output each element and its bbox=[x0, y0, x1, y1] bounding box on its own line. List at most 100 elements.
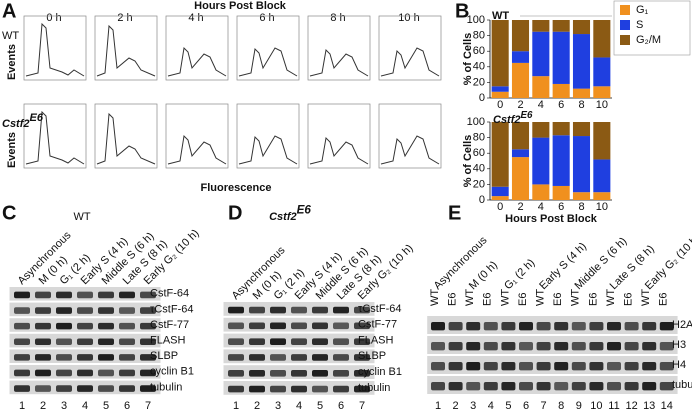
blot-band bbox=[536, 342, 551, 351]
bar-segment bbox=[552, 135, 570, 186]
blot-band bbox=[98, 307, 114, 314]
lane-number: 7 bbox=[359, 400, 365, 412]
blot-band bbox=[624, 382, 639, 391]
blot-band bbox=[119, 369, 135, 377]
protein-label: H4 bbox=[672, 359, 686, 371]
blot-band bbox=[14, 385, 30, 392]
blot-band bbox=[589, 322, 604, 331]
y-tick-label: 20 bbox=[473, 76, 485, 88]
bar-segment bbox=[593, 20, 611, 58]
blot-band bbox=[14, 291, 30, 299]
x-tick-label: 10 bbox=[596, 99, 608, 111]
blot-band bbox=[354, 306, 370, 314]
blot-band bbox=[466, 322, 481, 331]
genotype-label: E6 bbox=[447, 293, 459, 306]
time-label: 6 h bbox=[259, 12, 274, 24]
y-tick-label: 0 bbox=[479, 194, 485, 206]
histogram-frame bbox=[94, 15, 158, 81]
bar-segment bbox=[511, 122, 530, 150]
y-tick-label: 100 bbox=[467, 116, 485, 128]
blot-band bbox=[14, 369, 30, 377]
bar-segment bbox=[491, 196, 509, 200]
blot-band bbox=[554, 382, 569, 391]
bar-segment bbox=[491, 122, 509, 187]
blot-band bbox=[14, 354, 30, 361]
blot-band bbox=[98, 385, 114, 392]
blot-band bbox=[291, 385, 307, 393]
blot-band bbox=[431, 362, 445, 371]
genotype-label: WT bbox=[464, 289, 476, 306]
lane-number: 12 bbox=[625, 400, 637, 412]
lane-number: 14 bbox=[661, 400, 673, 412]
bar-segment bbox=[532, 137, 550, 185]
histogram-curve bbox=[167, 134, 227, 165]
panel-letter: A bbox=[2, 0, 16, 22]
blot-band bbox=[228, 306, 244, 314]
blot-band bbox=[35, 385, 51, 392]
protein-label: cyclin B1 bbox=[358, 366, 402, 378]
legend-label: G₁ bbox=[636, 4, 649, 16]
blot-band bbox=[354, 369, 370, 377]
lane-label: Early G₂ (10 h) bbox=[643, 232, 692, 292]
blot-band bbox=[354, 322, 370, 330]
blot-band bbox=[270, 354, 286, 361]
blot-band bbox=[501, 322, 516, 331]
blot-band bbox=[501, 342, 516, 351]
histogram-curve bbox=[380, 135, 440, 165]
protein-label: tubulin bbox=[672, 379, 692, 391]
blot-band bbox=[140, 307, 156, 314]
blot-band bbox=[312, 306, 328, 314]
blot-band bbox=[98, 322, 114, 330]
y-tick-label: 40 bbox=[473, 163, 485, 175]
y-axis-label: Events bbox=[6, 44, 18, 80]
histogram-curve bbox=[309, 136, 369, 165]
blot-band bbox=[14, 307, 30, 314]
histogram-curve bbox=[238, 135, 298, 165]
genotype-label: WT bbox=[605, 289, 617, 306]
protein-label: CstF-64 bbox=[150, 288, 189, 300]
blot-band bbox=[119, 291, 135, 299]
lane-number: 10 bbox=[590, 400, 602, 412]
protein-label: H3 bbox=[672, 339, 686, 351]
blot-band bbox=[466, 362, 481, 371]
histogram-frame bbox=[236, 103, 300, 169]
blot-band bbox=[56, 307, 72, 314]
lane-number: 5 bbox=[103, 400, 109, 412]
panel-c-title: WT bbox=[73, 211, 90, 223]
genotype-label: E6 bbox=[482, 293, 494, 306]
lane-number: 3 bbox=[470, 400, 476, 412]
y-tick-label: 80 bbox=[473, 30, 485, 42]
lane-number: 2 bbox=[254, 400, 260, 412]
blot-band bbox=[333, 306, 349, 314]
blot-band bbox=[77, 322, 93, 330]
blot-band bbox=[659, 362, 674, 371]
blot-band bbox=[448, 342, 463, 351]
blot-band bbox=[140, 354, 156, 361]
histogram-frame bbox=[23, 103, 87, 169]
blot-band bbox=[77, 369, 93, 377]
bar-segment bbox=[593, 57, 611, 87]
bar-segment bbox=[532, 184, 550, 200]
blot-band bbox=[642, 322, 657, 331]
blot-band bbox=[228, 369, 244, 377]
blot-band bbox=[77, 385, 93, 392]
bar-segment bbox=[491, 20, 509, 87]
bar-segment bbox=[572, 136, 591, 193]
blot-band bbox=[589, 342, 604, 351]
blot-band bbox=[98, 338, 114, 346]
blot-band bbox=[333, 322, 349, 330]
bar-segment bbox=[572, 122, 591, 137]
blot-band bbox=[270, 306, 286, 314]
histogram-curve bbox=[167, 46, 227, 77]
lane-label: M (0 h) bbox=[467, 259, 500, 292]
blot-band bbox=[642, 342, 657, 351]
bar-segment bbox=[491, 91, 509, 98]
y-axis-label: % of Cells bbox=[462, 33, 474, 86]
bar-segment bbox=[552, 83, 570, 98]
bar-segment bbox=[572, 34, 591, 89]
blot-band bbox=[35, 354, 51, 361]
lane-number: 1 bbox=[19, 400, 25, 412]
blot-band bbox=[659, 322, 674, 331]
lane-number: 7 bbox=[145, 400, 151, 412]
blot-band bbox=[56, 369, 72, 377]
